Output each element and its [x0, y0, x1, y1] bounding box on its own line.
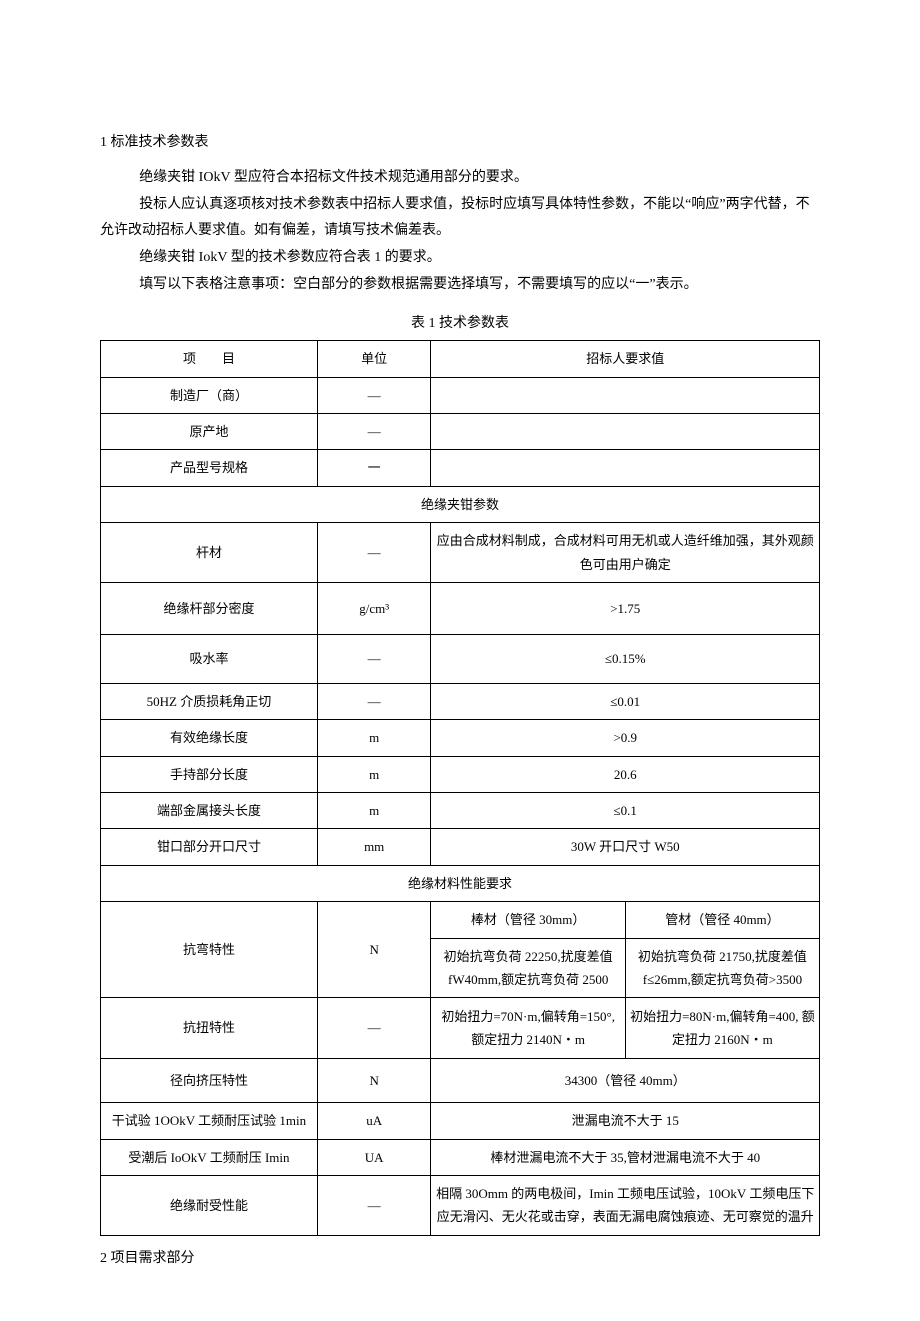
table-row: 制造厂（商） —: [101, 377, 820, 413]
col-req: 招标人要求值: [431, 341, 820, 377]
cell-unit: —: [317, 683, 431, 719]
cell-unit: N: [317, 1058, 431, 1102]
cell-val: [431, 450, 820, 486]
cell-unit: —: [317, 414, 431, 450]
cell-val: [431, 414, 820, 450]
cell-val-a: 初始扭力=70N·m,偏转角=150°, 额定扭力 2140N・m: [431, 998, 625, 1058]
cell-item: 有效绝缘长度: [101, 720, 318, 756]
cell-val: 30W 开口尺寸 W50: [431, 829, 820, 865]
cell-unit: —: [317, 523, 431, 583]
para-4: 填写以下表格注意事项：空白部分的参数根据需要选择填写，不需要填写的应以“一”表示…: [100, 272, 820, 297]
group-header: 绝缘材料性能要求: [101, 865, 820, 901]
cell-val: 34300（管径 40mm）: [431, 1058, 820, 1102]
cell-unit: —: [317, 635, 431, 683]
col-unit: 单位: [317, 341, 431, 377]
table-row: 吸水率 — ≤0.15%: [101, 635, 820, 683]
cell-val: [431, 377, 820, 413]
table-group-row: 绝缘材料性能要求: [101, 865, 820, 901]
table-row: 抗弯特性 N 棒材（管径 30mm） 管材（管径 40mm）: [101, 902, 820, 938]
table-row: 杆材 — 应由合成材料制成，合成材料可用无机或人造纤维加强，其外观颜色可由用户确…: [101, 523, 820, 583]
cell-unit: m: [317, 756, 431, 792]
table-row: 有效绝缘长度 m >0.9: [101, 720, 820, 756]
cell-val-c: 初始抗弯负荷 22250,扰度差值fW40mm,额定抗弯负荷 2500: [431, 938, 625, 998]
col-item: 项 目: [101, 341, 318, 377]
cell-val: 泄漏电流不大于 15: [431, 1103, 820, 1139]
cell-unit: uA: [317, 1103, 431, 1139]
cell-item: 手持部分长度: [101, 756, 318, 792]
cell-unit: 一: [317, 450, 431, 486]
cell-item: 吸水率: [101, 635, 318, 683]
table-row: 手持部分长度 m 20.6: [101, 756, 820, 792]
table-row: 干试验 1OOkV 工频耐压试验 1min uA 泄漏电流不大于 15: [101, 1103, 820, 1139]
table-row: 绝缘杆部分密度 g/cm³ >1.75: [101, 583, 820, 635]
table-row: 产品型号规格 一: [101, 450, 820, 486]
cell-unit: m: [317, 793, 431, 829]
cell-val: 20.6: [431, 756, 820, 792]
cell-item: 绝缘杆部分密度: [101, 583, 318, 635]
cell-item: 原产地: [101, 414, 318, 450]
table-row: 径向挤压特性 N 34300（管径 40mm）: [101, 1058, 820, 1102]
cell-item: 50HZ 介质损耗角正切: [101, 683, 318, 719]
cell-item: 受潮后 IoOkV 工频耐压 Imin: [101, 1139, 318, 1175]
table-row: 绝缘耐受性能 — 相隔 30Omm 的两电极间，Imin 工频电压试验，10Ok…: [101, 1175, 820, 1235]
cell-val-d: 初始抗弯负荷 21750,扰度差值f≤26mm,额定抗弯负荷>3500: [625, 938, 819, 998]
cell-unit: —: [317, 1175, 431, 1235]
cell-val: 相隔 30Omm 的两电极间，Imin 工频电压试验，10OkV 工频电压下应无…: [431, 1175, 820, 1235]
group-header: 绝缘夹钳参数: [101, 486, 820, 522]
cell-val-b: 初始扭力=80N·m,偏转角=400, 额定扭力 2160N・m: [625, 998, 819, 1058]
cell-item: 端部金属接头长度: [101, 793, 318, 829]
cell-val: ≤0.01: [431, 683, 820, 719]
table-header-row: 项 目 单位 招标人要求值: [101, 341, 820, 377]
cell-val: >1.75: [431, 583, 820, 635]
cell-item: 干试验 1OOkV 工频耐压试验 1min: [101, 1103, 318, 1139]
para-3: 绝缘夹钳 IokV 型的技术参数应符合表 1 的要求。: [100, 245, 820, 270]
cell-val: ≤0.1: [431, 793, 820, 829]
para-2: 投标人应认真逐项核对技术参数表中招标人要求值，投标时应填写具体特性参数，不能以“…: [100, 192, 820, 242]
table-caption: 表 1 技术参数表: [100, 311, 820, 336]
cell-unit: N: [317, 902, 431, 998]
cell-unit: m: [317, 720, 431, 756]
table-row: 钳口部分开口尺寸 mm 30W 开口尺寸 W50: [101, 829, 820, 865]
cell-item: 抗弯特性: [101, 902, 318, 998]
cell-item: 径向挤压特性: [101, 1058, 318, 1102]
table-row: 端部金属接头长度 m ≤0.1: [101, 793, 820, 829]
table-row: 原产地 —: [101, 414, 820, 450]
cell-item: 钳口部分开口尺寸: [101, 829, 318, 865]
cell-item: 杆材: [101, 523, 318, 583]
cell-val: 应由合成材料制成，合成材料可用无机或人造纤维加强，其外观颜色可由用户确定: [431, 523, 820, 583]
cell-unit: mm: [317, 829, 431, 865]
para-1: 绝缘夹钳 IOkV 型应符合本招标文件技术规范通用部分的要求。: [100, 165, 820, 190]
cell-unit: —: [317, 998, 431, 1058]
cell-unit: UA: [317, 1139, 431, 1175]
table-row: 受潮后 IoOkV 工频耐压 Imin UA 棒材泄漏电流不大于 35,管材泄漏…: [101, 1139, 820, 1175]
cell-item: 抗扭特性: [101, 998, 318, 1058]
table-row: 50HZ 介质损耗角正切 — ≤0.01: [101, 683, 820, 719]
cell-unit: g/cm³: [317, 583, 431, 635]
cell-item: 绝缘耐受性能: [101, 1175, 318, 1235]
cell-item: 产品型号规格: [101, 450, 318, 486]
table-row: 抗扭特性 — 初始扭力=70N·m,偏转角=150°, 额定扭力 2140N・m…: [101, 998, 820, 1058]
cell-val: 棒材泄漏电流不大于 35,管材泄漏电流不大于 40: [431, 1139, 820, 1175]
cell-val-b: 管材（管径 40mm）: [625, 902, 819, 938]
cell-item: 制造厂（商）: [101, 377, 318, 413]
table-group-row: 绝缘夹钳参数: [101, 486, 820, 522]
cell-val: ≤0.15%: [431, 635, 820, 683]
cell-unit: —: [317, 377, 431, 413]
section-1-heading: 1 标准技术参数表: [100, 130, 820, 155]
cell-val: >0.9: [431, 720, 820, 756]
section-2-heading: 2 项目需求部分: [100, 1246, 820, 1271]
spec-table: 项 目 单位 招标人要求值 制造厂（商） — 原产地 — 产品型号规格 一 绝缘…: [100, 340, 820, 1235]
cell-val-a: 棒材（管径 30mm）: [431, 902, 625, 938]
